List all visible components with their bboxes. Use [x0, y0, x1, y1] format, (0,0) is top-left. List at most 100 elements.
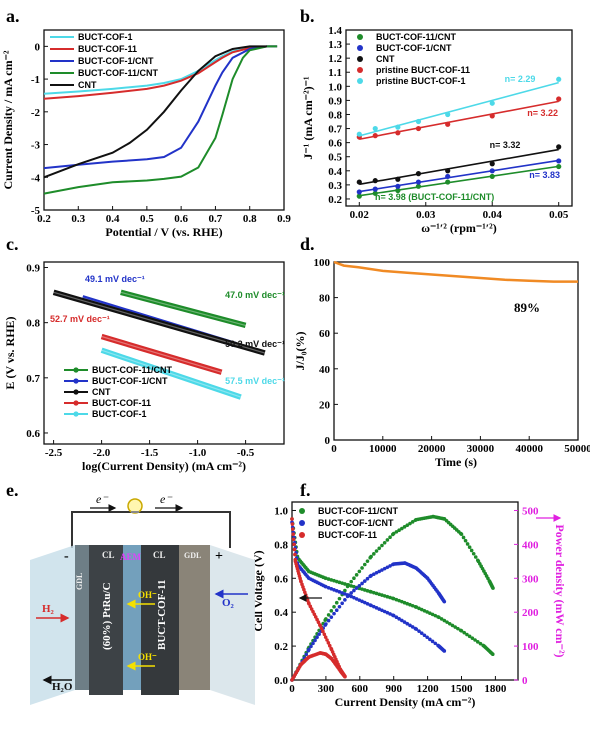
polarization-point — [324, 584, 328, 589]
polarization-point — [391, 613, 396, 618]
power-density-point — [315, 635, 319, 640]
polarization-point — [293, 552, 297, 557]
data-point — [445, 111, 451, 118]
plot-frame — [333, 261, 579, 441]
x-tick-label: 0 — [331, 443, 337, 455]
power-density-point — [349, 591, 354, 595]
tafel-highlight — [101, 335, 222, 373]
power-density-point — [343, 598, 347, 602]
fit-line-series-2 — [359, 148, 559, 186]
data-point — [445, 179, 451, 185]
polarization-point — [357, 586, 362, 591]
anode-catalyst-text: (60%) PtRu/C — [101, 582, 113, 650]
power-density-point — [369, 554, 373, 559]
tafel-slope-annotation: 50.2 mV dec⁻¹ — [225, 339, 285, 349]
legend-entry: BUCT-COF-1/CNT — [318, 518, 394, 528]
polarization-point — [465, 632, 469, 637]
electron-label-left: e⁻ — [96, 492, 109, 506]
y-axis-label: J/J₀(%) — [293, 332, 307, 371]
cl-right-label: CL — [153, 550, 166, 560]
polarization-point — [419, 607, 424, 612]
data-point — [556, 158, 562, 164]
polarization-point — [343, 592, 347, 596]
power-density-point — [461, 535, 466, 540]
polarization-point — [337, 580, 342, 585]
x-tick-label: -2.5 — [45, 447, 63, 459]
power-density-point — [354, 586, 359, 590]
power-density-point — [329, 609, 334, 613]
y-axis-label: E (V vs. RHE) — [3, 316, 17, 389]
polarization-point — [385, 610, 390, 615]
power-density-point — [309, 644, 313, 649]
panel-label-a: a. — [6, 6, 20, 26]
n-value-annotation: n= 3.83 — [529, 170, 560, 180]
polarization-point — [360, 587, 364, 591]
polarization-point — [332, 578, 336, 583]
polarization-point — [322, 632, 327, 637]
power-density-point — [380, 543, 384, 548]
oh-label-top: OH⁻ — [138, 590, 157, 600]
polarization-point — [405, 621, 410, 626]
polarization-point — [291, 527, 295, 531]
x-tick-label: 0.5 — [140, 213, 154, 225]
data-point — [445, 173, 451, 180]
n-value-annotation: n= 3.32 — [490, 140, 521, 150]
x-tick-label: 0.8 — [243, 213, 257, 225]
x-tick-label: 30000 — [467, 443, 495, 455]
data-point — [395, 183, 401, 189]
x-tick-label: 0.05 — [549, 209, 569, 221]
x-tick-label: -1.0 — [189, 447, 207, 459]
legend-marker — [73, 400, 79, 406]
legend-entry: BUCT-COF-1/CNT — [78, 56, 154, 66]
x-tick-label: 0.04 — [483, 209, 503, 221]
polarization-point — [290, 517, 294, 521]
data-point — [489, 113, 495, 119]
legend-entry: BUCT-COF-1/CNT — [92, 376, 168, 386]
polarization-point — [372, 590, 376, 595]
polarization-point — [365, 601, 370, 606]
polarization-point — [332, 588, 336, 592]
power-density-point — [354, 573, 359, 577]
cathode-catalyst-text: BUCT-COF-11 — [156, 580, 168, 651]
power-density-point — [380, 568, 384, 572]
legend-entry: BUCT-COF-1 — [78, 32, 133, 42]
legend-marker — [357, 67, 363, 73]
tafel-highlight — [53, 291, 265, 354]
x-tick-label: -2.0 — [93, 447, 111, 459]
polarization-point — [433, 613, 438, 618]
y-tick-label: -5 — [31, 205, 41, 217]
polarization-point — [475, 640, 480, 644]
polarization-point — [329, 578, 334, 582]
polarization-point — [311, 609, 315, 614]
cathode-chamber — [210, 545, 255, 705]
x-tick-label: 40000 — [515, 443, 543, 455]
tafel-line-series-3 — [100, 333, 223, 375]
power-density-point — [357, 583, 362, 588]
y-tick-label: 40 — [319, 364, 331, 376]
n-value-annotation: n= 2.29 — [505, 74, 536, 84]
power-density-point — [343, 588, 347, 593]
power-density-point — [463, 538, 468, 543]
polarization-point — [400, 618, 404, 623]
x-tick-label: 0.6 — [174, 213, 188, 225]
polarization-point — [319, 626, 324, 631]
legend-marker — [299, 532, 305, 538]
y-tick-label: 0.7 — [328, 124, 342, 136]
polarization-point — [312, 612, 317, 617]
polarization-point — [430, 612, 435, 617]
lsv-curve-series-3 — [43, 45, 278, 195]
y-tick-label: 1.1 — [328, 67, 342, 79]
data-point — [395, 130, 401, 136]
fit-line-series-0 — [359, 165, 559, 197]
power-density-point — [465, 542, 470, 546]
polarization-point — [365, 588, 370, 593]
polarization-point — [428, 637, 432, 642]
x-tick-label: 0.4 — [106, 213, 120, 225]
x-tick-label: 1800 — [484, 683, 507, 695]
power-density-point — [360, 581, 364, 586]
right-y-tick-label: 100 — [522, 641, 539, 653]
minus-sign: - — [64, 549, 69, 564]
y-tick-label: 0.6 — [26, 428, 40, 440]
y-tick-label: 1.4 — [328, 25, 342, 37]
fuel-cell-diagram: e⁻ e⁻ - + GDL CL AEM CL GDL (60%) PtRu/C… — [30, 492, 255, 705]
